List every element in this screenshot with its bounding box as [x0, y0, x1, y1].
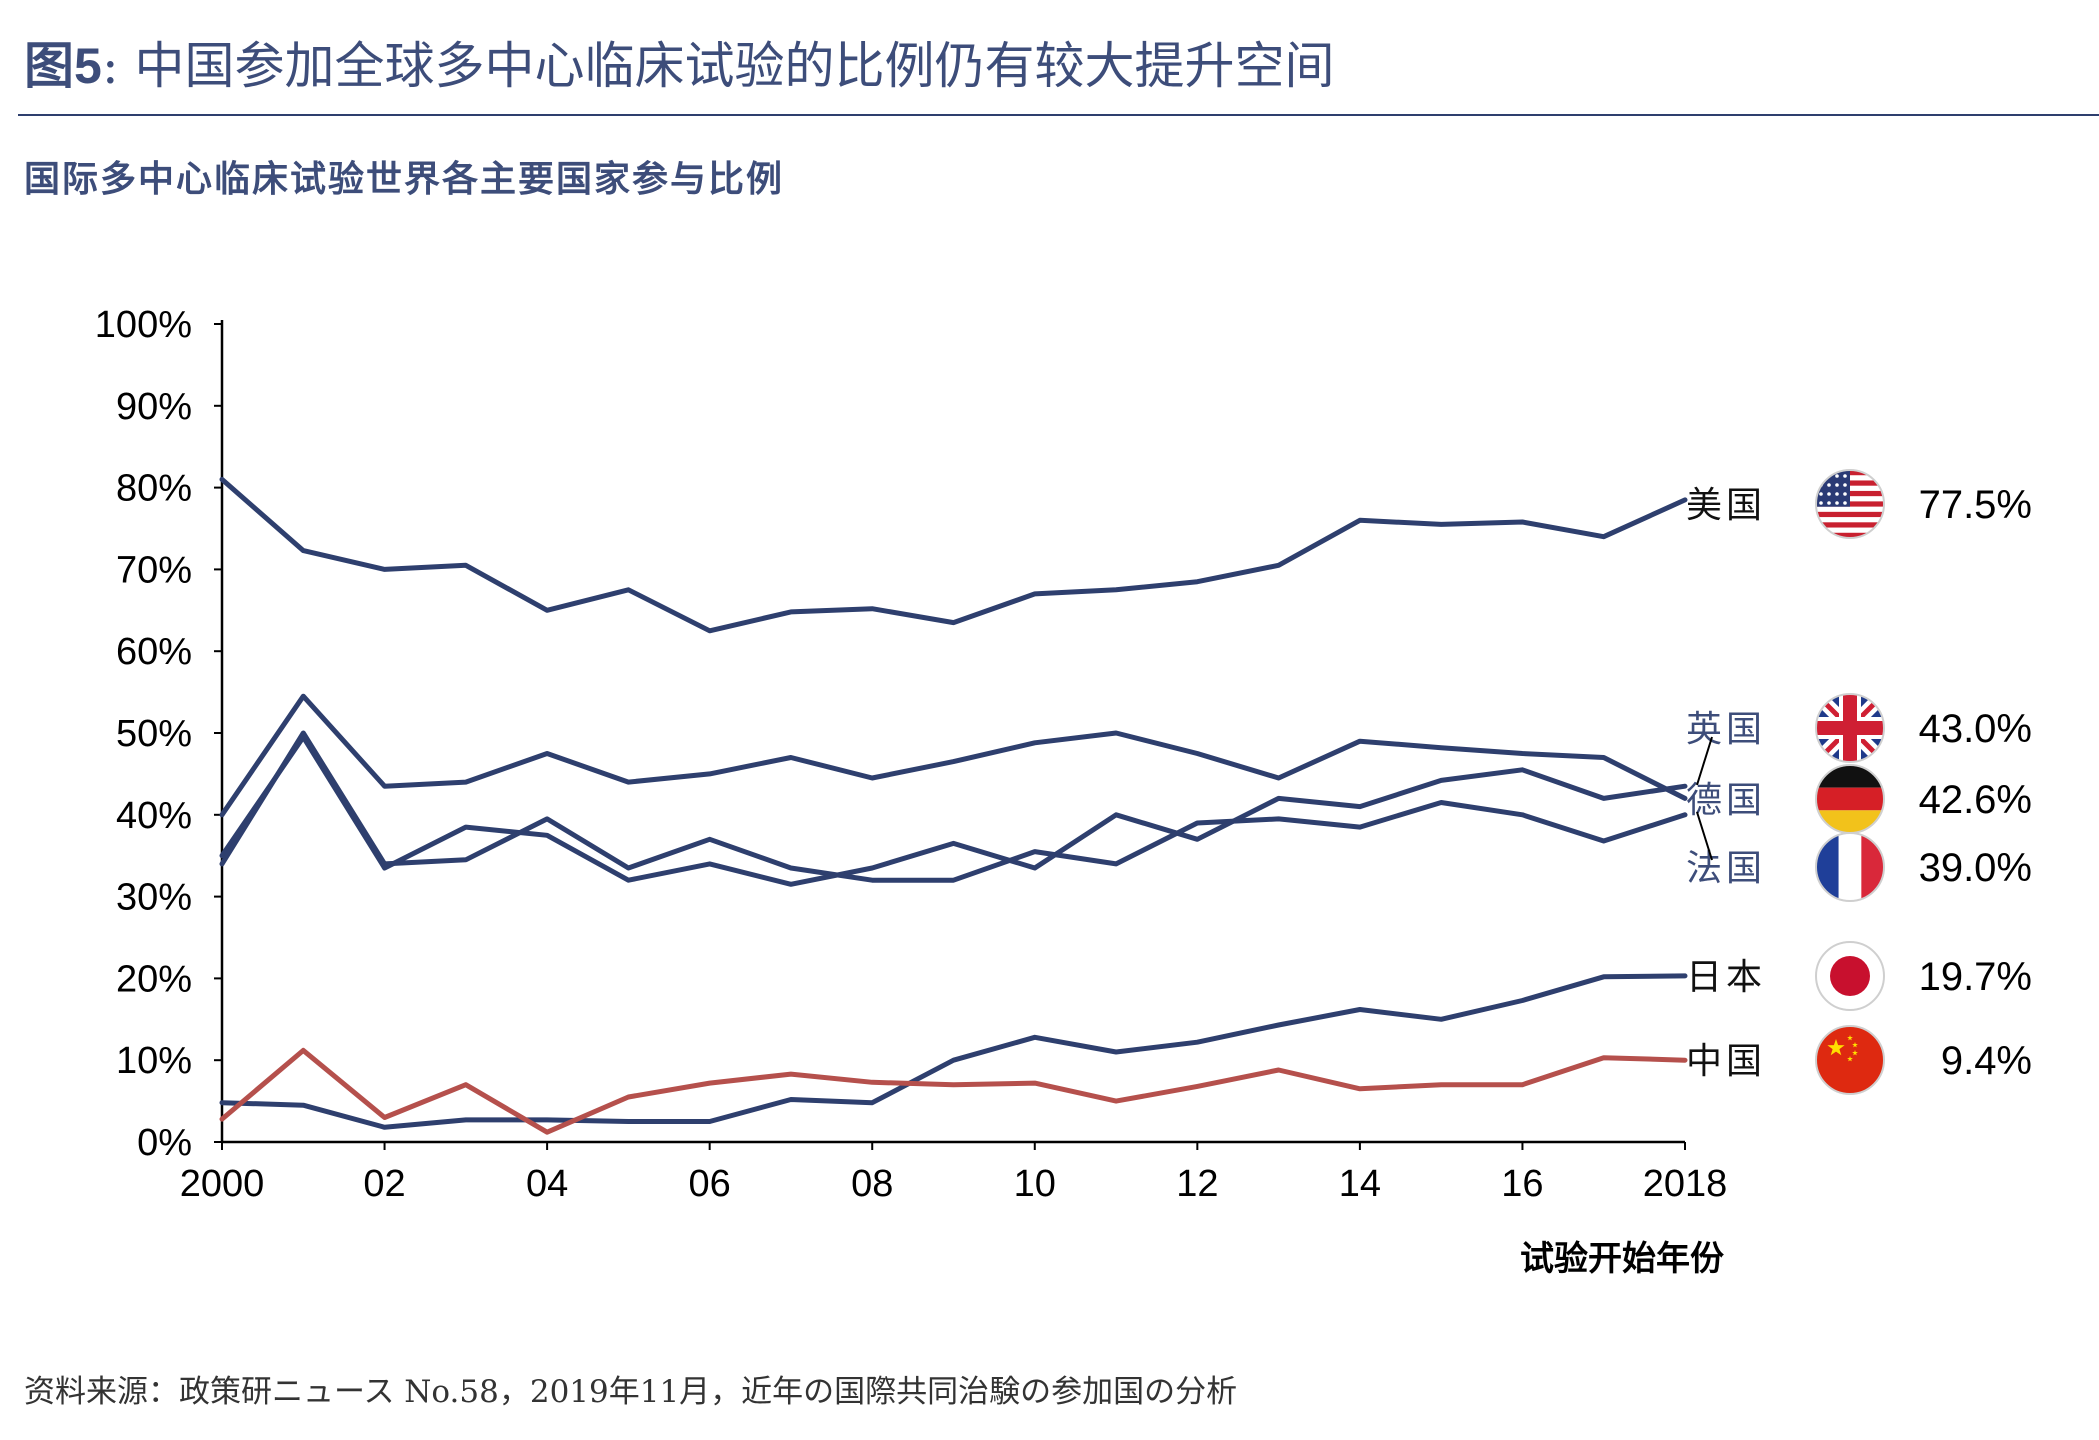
x-tick-label: 06	[689, 1163, 731, 1205]
series-line	[219, 476, 1688, 634]
y-tick-label: 40%	[116, 795, 192, 837]
series-name-label: 美国	[1686, 485, 1766, 526]
series-value-label: 39.0%	[1919, 846, 2032, 890]
flag-ring	[1815, 1025, 1885, 1095]
leader-line	[1696, 811, 1713, 861]
germany-flag-icon	[1815, 764, 1885, 834]
flag-part	[1830, 956, 1870, 996]
y-tick-label: 20%	[116, 958, 192, 1000]
flag-part	[1847, 1056, 1853, 1062]
figure-title: 图5: 中国参加全球多中心临床试验的比例仍有较大提升空间	[24, 26, 1335, 98]
flag-part	[1827, 501, 1831, 505]
series-value-label: 9.4%	[1941, 1039, 2032, 1083]
flag-part	[1827, 492, 1831, 496]
flag-body	[1816, 765, 1884, 833]
us-flag-icon	[1815, 469, 1885, 539]
series-name-label: 日本	[1686, 957, 1766, 998]
x-tick-label: 10	[1014, 1163, 1056, 1205]
title-divider	[18, 114, 2099, 116]
series-value-label: 19.7%	[1919, 955, 2032, 999]
x-tick-label: 2000	[180, 1163, 265, 1205]
flag-part	[1835, 492, 1839, 496]
flag-part	[1861, 833, 1884, 901]
x-tick-label: 04	[526, 1163, 568, 1205]
series-name-label: 中国	[1686, 1041, 1766, 1082]
series-value-label: 43.0%	[1919, 707, 2032, 751]
y-tick-label: 90%	[116, 386, 192, 428]
y-tick-label: 60%	[116, 631, 192, 673]
flag-part	[1843, 483, 1847, 487]
x-tick-label: 12	[1176, 1163, 1218, 1205]
figure-number: 图5	[24, 38, 102, 94]
series-value-label: 77.5%	[1919, 483, 2032, 527]
series-value-label: 42.6%	[1919, 778, 2032, 822]
series-name-label: 英国	[1686, 709, 1766, 750]
flag-part	[1835, 483, 1839, 487]
flag-part	[1819, 501, 1823, 505]
x-tick-label: 02	[363, 1163, 405, 1205]
flag-part	[1847, 1035, 1853, 1041]
x-axis-title: 试验开始年份	[1520, 1239, 1724, 1279]
flag-ring	[1815, 832, 1885, 902]
y-tick-label: 10%	[116, 1040, 192, 1082]
france-flag-icon	[1815, 832, 1885, 902]
flag-part	[1816, 511, 1884, 518]
flag-part	[1819, 474, 1823, 478]
flag-part	[1816, 522, 1884, 528]
series-line	[219, 730, 1688, 883]
flag-ring	[1815, 941, 1885, 1011]
flag-part	[1835, 474, 1839, 478]
flag-part	[1816, 810, 1884, 833]
flag-body	[1816, 942, 1884, 1010]
flag-part	[1816, 765, 1884, 788]
y-tick-label: 80%	[116, 468, 192, 510]
flag-ring	[1815, 693, 1885, 763]
series-line	[219, 1047, 1688, 1135]
series-line	[219, 693, 1688, 818]
flag-part	[1816, 833, 1839, 901]
flag-body	[1816, 1026, 1884, 1094]
leader-line	[1696, 736, 1713, 786]
x-tick-label: 16	[1501, 1163, 1543, 1205]
chart-subtitle: 国际多中心临床试验世界各主要国家参与比例	[24, 159, 785, 200]
x-tick-label: 2018	[1643, 1163, 1728, 1205]
flag-part	[1816, 532, 1884, 538]
flag-part	[1852, 1050, 1858, 1056]
source-note: 资料来源：政策研ニュース No.58，2019年11月，近年の国際共同治験の参加…	[24, 1374, 1238, 1410]
china-flag-icon	[1815, 1025, 1885, 1095]
y-tick-label: 0%	[137, 1122, 192, 1164]
x-tick-label: 08	[851, 1163, 893, 1205]
flag-body	[1816, 833, 1884, 901]
y-tick-label: 50%	[116, 713, 192, 755]
flag-part	[1827, 1039, 1845, 1056]
flag-part	[1816, 787, 1884, 811]
flag-part	[1838, 833, 1862, 901]
flag-part	[1835, 501, 1839, 505]
japan-flag-icon	[1815, 941, 1885, 1011]
y-tick-label: 70%	[116, 549, 192, 591]
line-chart: 0% 10% 20% 30% 40% 50% 60% 70% 80% 90% 100% 2000 02 0…	[95, 304, 2032, 1279]
uk-flag-icon	[1815, 693, 1885, 763]
y-tick-label: 100%	[95, 304, 192, 346]
flag-part	[1852, 1042, 1858, 1048]
flag-body	[1816, 694, 1884, 762]
flag-body	[1816, 470, 1884, 538]
flag-part	[1827, 483, 1831, 487]
flag-part	[1816, 721, 1884, 735]
y-tick-label: 30%	[116, 877, 192, 919]
series-name-label: 法国	[1686, 848, 1766, 889]
figure-title-text: : 中国参加全球多中心临床试验的比例仍有较大提升空间	[101, 37, 1335, 95]
series-line	[219, 973, 1688, 1130]
x-tick-label: 14	[1339, 1163, 1381, 1205]
flag-ring	[1815, 469, 1885, 539]
flag-part	[1843, 492, 1847, 496]
flag-part	[1843, 501, 1847, 505]
flag-part	[1819, 492, 1823, 496]
series-line	[219, 734, 1688, 887]
flag-part	[1843, 474, 1847, 478]
